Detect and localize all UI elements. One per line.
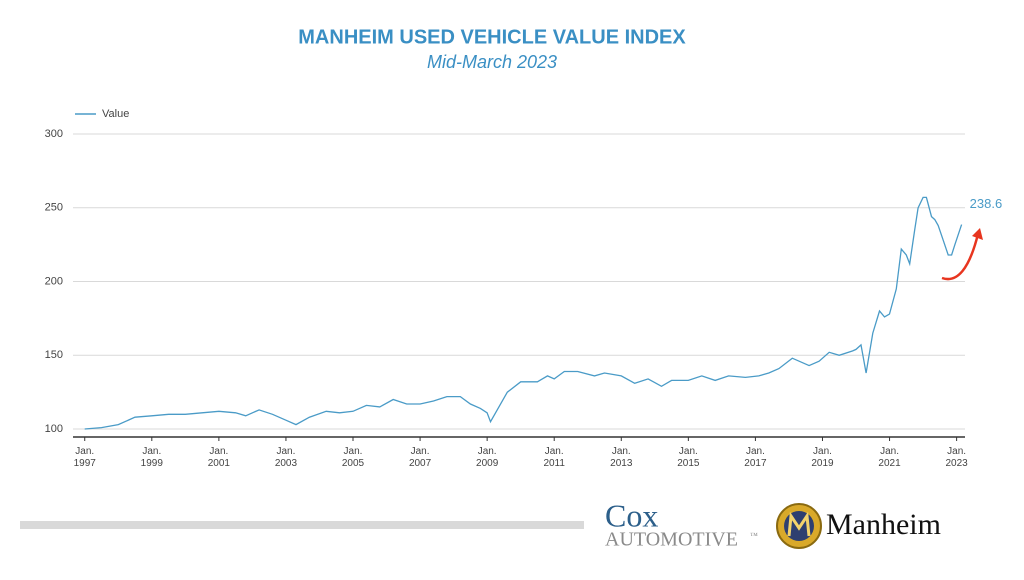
line <box>84 196 963 430</box>
manheim-logo: Manheim <box>826 508 941 541</box>
y-tick-label: 200 <box>45 275 63 287</box>
y-tick-label: 150 <box>45 349 63 361</box>
x-tick-label: Jan. 2001 <box>207 446 230 469</box>
annotation-arrowhead <box>972 228 983 240</box>
chart-title: MANHEIM USED VEHICLE VALUE INDEX <box>298 26 686 48</box>
x-tick-label: Jan. 1997 <box>73 446 96 469</box>
y-tick-label: 250 <box>45 202 63 214</box>
x-tick-label: Jan. 2009 <box>476 446 499 469</box>
x-tick-label: Jan. 2013 <box>610 446 633 469</box>
cox-logo: Cox <box>605 497 658 533</box>
value-label: 238.6 <box>970 196 1003 211</box>
x-tick-label: Jan. 2017 <box>744 446 767 469</box>
x-tick-label: Jan. 1999 <box>140 446 163 469</box>
x-tick-label: Jan. 2019 <box>811 446 834 469</box>
x-tick-label: Jan. 2015 <box>677 446 700 469</box>
y-tick-label: 300 <box>45 128 63 140</box>
x-tick-label: Jan. 2021 <box>878 446 901 469</box>
annotation-arrow <box>941 233 980 281</box>
chart-subtitle: Mid-March 2023 <box>427 52 557 72</box>
legend-label: Value <box>102 108 129 120</box>
automotive-logo: AUTOMOTIVE <box>605 529 738 551</box>
x-tick-label: Jan. 2011 <box>543 446 565 469</box>
manheim-emblem-m <box>787 511 811 537</box>
x-tick-label: Jan. 2023 <box>945 446 968 469</box>
x-tick-label: Jan. 2003 <box>274 446 298 469</box>
x-tick-label: Jan. 2007 <box>408 446 432 469</box>
trademark: ™ <box>750 531 758 540</box>
footer-bar <box>20 521 584 529</box>
x-tick-label: Jan. 2005 <box>341 446 365 469</box>
y-tick-label: 100 <box>45 423 63 435</box>
